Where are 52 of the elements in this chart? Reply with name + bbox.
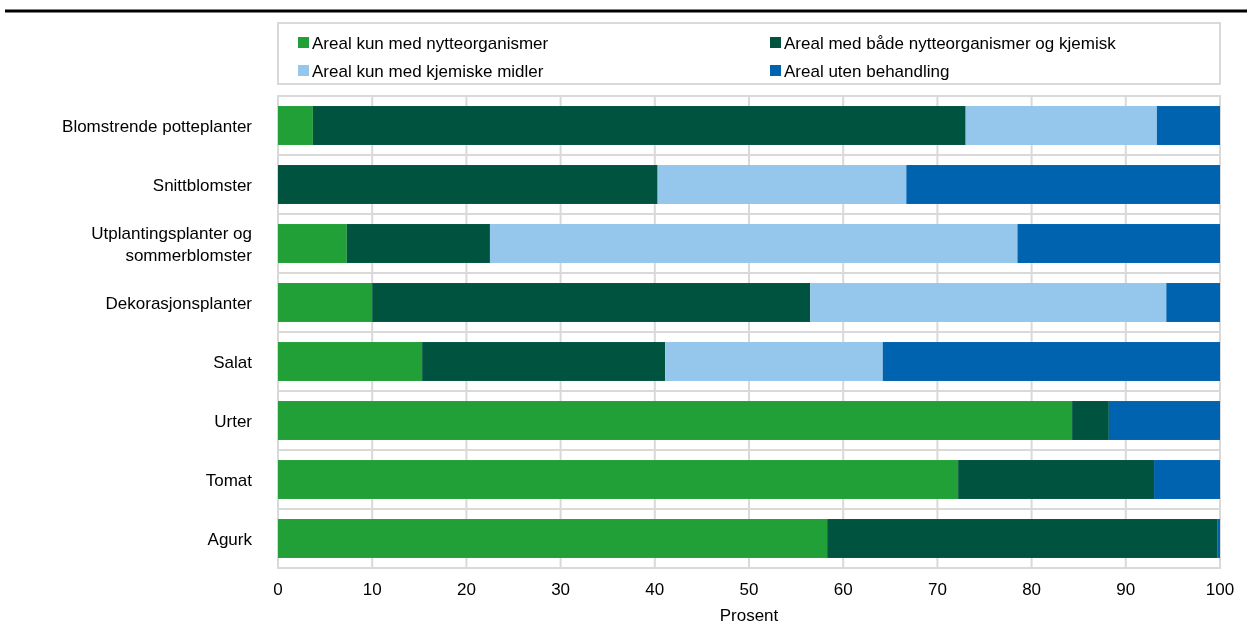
bar [882, 342, 1220, 381]
legend-label: Areal uten behandling [784, 62, 950, 81]
bar [906, 165, 1220, 204]
x-tick-label: 10 [362, 580, 382, 599]
x-axis-title: Prosent [719, 606, 779, 625]
bar [958, 460, 1155, 499]
bar [278, 224, 347, 263]
bar [372, 283, 811, 322]
bar [278, 401, 1073, 440]
bar [965, 106, 1157, 145]
bar [278, 165, 658, 204]
y-tick-label: Urter [214, 411, 253, 431]
x-tick-label: 30 [551, 580, 571, 599]
bar [422, 342, 666, 381]
x-tick-label: 100 [1205, 580, 1235, 599]
y-tick-label: Salat [213, 352, 253, 372]
y-tick-label: Dekorasjonsplanter [105, 293, 253, 313]
bar [1166, 283, 1220, 322]
bar [312, 106, 966, 145]
bar [278, 283, 373, 322]
bar [1072, 401, 1109, 440]
bar [1156, 106, 1220, 145]
x-tick-label: 60 [833, 580, 853, 599]
bar [278, 342, 423, 381]
bar [278, 106, 313, 145]
bar [1108, 401, 1220, 440]
bar [1017, 224, 1220, 263]
legend-label: Areal kun med kjemiske midler [312, 62, 544, 81]
x-tick-label: 70 [927, 580, 947, 599]
bar [278, 519, 828, 558]
y-tick-label: Snittblomster [152, 175, 253, 195]
x-tick-label: 50 [739, 580, 759, 599]
x-tick-label: 90 [1116, 580, 1136, 599]
y-tick-label: Agurk [207, 529, 253, 549]
bar [827, 519, 1218, 558]
bar [489, 224, 1018, 263]
x-tick-label: 80 [1022, 580, 1042, 599]
legend-label: Areal kun med nytteorganismer [312, 34, 549, 53]
x-tick-label: 20 [456, 580, 476, 599]
bar [657, 165, 907, 204]
y-tick-label: Blomstrende potteplanter [62, 116, 253, 136]
y-tick-label: Utplantingsplanter og sommerblomster [91, 223, 253, 265]
bar [665, 342, 883, 381]
y-tick-label: Tomat [205, 470, 253, 490]
bar [1154, 460, 1220, 499]
bar [810, 283, 1167, 322]
bar [1217, 519, 1220, 558]
bar [278, 460, 959, 499]
x-tick-label: 40 [645, 580, 665, 599]
bar [346, 224, 490, 263]
legend-label: Areal med både nytteorganismer og kjemisk [784, 34, 1117, 53]
x-tick-label: 0 [273, 580, 283, 599]
